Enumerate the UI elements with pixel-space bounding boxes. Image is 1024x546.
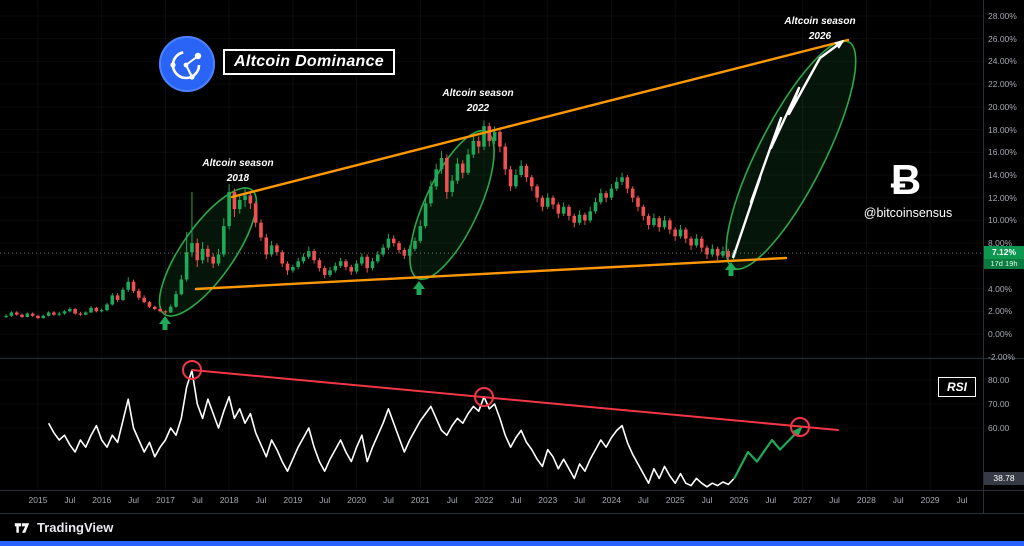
price-axis-tick: 8.00% xyxy=(988,238,1013,249)
time-axis-tick: Jul xyxy=(64,495,76,505)
time-axis-tick: Jul xyxy=(956,495,968,505)
last-price-value: 7.12% xyxy=(984,246,1024,259)
season-label-text: Altcoin season xyxy=(442,88,514,99)
last-price-badge: 7.12% 17d 19h xyxy=(984,246,1024,269)
lower-trendline[interactable] xyxy=(194,256,788,291)
season-label-2018: Altcoin season 2018 xyxy=(202,158,273,185)
buy-signal-arrow[interactable] xyxy=(413,281,425,295)
time-axis-tick: Jul xyxy=(128,495,140,505)
price-axis-tick: 0.00% xyxy=(988,329,1013,339)
time-axis-tick: 2027 xyxy=(793,495,813,505)
time-axis-tick: Jul xyxy=(765,495,777,505)
rsi-projection[interactable] xyxy=(733,426,803,480)
season-label-text: Altcoin season xyxy=(202,158,274,169)
price-axis-tick: 4.00% xyxy=(988,283,1013,294)
season-ellipse-2022[interactable] xyxy=(393,120,510,290)
time-axis-tick: 2023 xyxy=(538,495,558,505)
price-axis-tick: 24.00% xyxy=(988,56,1017,67)
grid-lines xyxy=(0,0,983,490)
rsi-trendline[interactable] xyxy=(191,369,839,431)
price-axis-tick: 18.00% xyxy=(988,124,1017,135)
season-label-year: 2018 xyxy=(226,173,250,184)
tradingview-logo-icon[interactable] xyxy=(14,520,30,536)
price-projection-arrow[interactable] xyxy=(731,39,845,259)
bitcoinsensus-logo: Ƀ xyxy=(890,156,922,203)
footer-separator xyxy=(0,513,1024,514)
rsi-value-badge: 38.78 xyxy=(984,472,1024,485)
rsi-axis-tick: 60.00 xyxy=(988,423,1010,433)
time-axis-tick: Jul xyxy=(319,495,331,505)
altcoin-network-logo-icon xyxy=(158,35,216,93)
time-axis-tick: 2016 xyxy=(92,495,112,505)
bitcoinsensus-handle: @bitcoinsensus xyxy=(863,206,953,220)
pane-separator[interactable] xyxy=(0,358,1024,359)
time-axis-tick: 2021 xyxy=(410,495,430,505)
price-axis-tick: 28.00% xyxy=(988,11,1017,21)
time-axis-tick: Jul xyxy=(892,495,904,505)
time-axis-tick: Jul xyxy=(191,495,203,505)
season-label-2026: Altcoin season 2026 xyxy=(784,16,855,43)
bottom-scrollbar[interactable] xyxy=(0,541,1024,546)
rsi-indicator-label[interactable]: RSI xyxy=(938,377,977,397)
time-axis-tick: Jul xyxy=(383,495,394,505)
rsi-touch-circle[interactable] xyxy=(182,360,202,380)
time-axis-tick: Jul xyxy=(829,495,840,505)
price-axis-tick: 22.00% xyxy=(988,79,1017,90)
price-axis-tick: 14.00% xyxy=(988,170,1017,180)
price-axis-tick: 26.00% xyxy=(988,33,1017,44)
time-axis-tick: Jul xyxy=(446,495,458,505)
rsi-touch-circle[interactable] xyxy=(474,387,494,407)
time-axis-tick: 2020 xyxy=(347,495,367,505)
time-axis-tick: 2018 xyxy=(219,495,239,505)
chart-title[interactable]: Altcoin Dominance xyxy=(223,49,396,75)
upper-trendline[interactable] xyxy=(230,38,850,199)
price-axis-tick: 10.00% xyxy=(988,215,1017,226)
time-axis-tick: 2028 xyxy=(856,495,876,505)
buy-signal-arrow[interactable] xyxy=(159,316,171,330)
time-axis-tick: 2015 xyxy=(28,495,48,505)
season-label-year: 2022 xyxy=(466,103,490,114)
chart-canvas[interactable] xyxy=(0,0,1024,513)
price-axis[interactable]: 28.00% 26.00% 24.00% 22.00% 20.00% 18.00% 16.0… xyxy=(985,0,1024,513)
time-axis-tick: 2029 xyxy=(920,495,940,505)
price-axis-separator xyxy=(983,0,984,513)
season-label-text: Altcoin season xyxy=(784,16,856,27)
time-axis-tick: 2026 xyxy=(729,495,749,505)
price-axis-tick: -2.00% xyxy=(988,351,1015,362)
rsi-line[interactable] xyxy=(47,369,735,488)
price-axis-tick: 20.00% xyxy=(988,101,1017,112)
footer-bar: TradingView xyxy=(0,514,1024,541)
rsi-axis-tick: 80.00 xyxy=(988,375,1010,385)
time-axis-tick: 2024 xyxy=(602,495,621,505)
time-axis-tick: Jul xyxy=(701,495,713,505)
price-axis-tick: 12.00% xyxy=(988,192,1017,203)
time-axis-tick: 2019 xyxy=(283,495,303,505)
price-axis-tick: 2.00% xyxy=(988,306,1013,317)
price-axis-tick: 16.00% xyxy=(988,147,1017,158)
rsi-touch-circle[interactable] xyxy=(790,417,810,437)
bar-countdown: 17d 19h xyxy=(984,259,1024,269)
season-ellipse-2026[interactable] xyxy=(704,27,878,283)
time-axis-tick: Jul xyxy=(637,495,649,505)
time-axis-tick: 2022 xyxy=(474,495,494,505)
season-label-2022: Altcoin season 2022 xyxy=(442,88,513,115)
time-axis-tick: 2017 xyxy=(155,495,175,505)
time-axis[interactable]: 2015 Jul 2016 Jul 2017 Jul 2018 Jul 2019 Jul 2020 J… xyxy=(0,491,983,513)
time-axis-tick: Jul xyxy=(510,495,522,505)
tradingview-brand-link[interactable]: TradingView xyxy=(37,520,114,535)
buy-signal-arrow[interactable] xyxy=(725,262,737,276)
time-axis-tick: Jul xyxy=(574,495,586,505)
time-axis-tick: Jul xyxy=(255,495,267,505)
time-axis-separator xyxy=(0,490,1024,491)
candlestick-series[interactable] xyxy=(4,120,736,320)
time-axis-tick: 2025 xyxy=(665,495,685,505)
rsi-axis-tick: 70.00 xyxy=(988,399,1010,409)
season-label-year: 2026 xyxy=(808,31,832,42)
